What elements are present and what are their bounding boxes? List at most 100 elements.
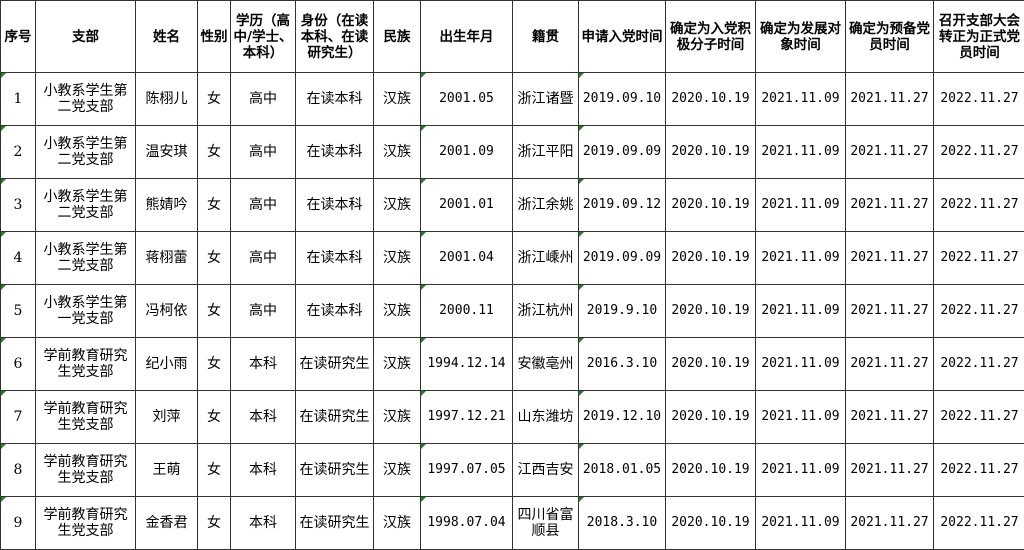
- cell-education[interactable]: 高中: [231, 232, 296, 285]
- cell-branch[interactable]: 学前教育研究生党支部: [36, 338, 136, 391]
- cell-index[interactable]: 2: [1, 126, 36, 179]
- cell-full-member-date[interactable]: 2022.11.27: [934, 497, 1024, 550]
- cell-birth[interactable]: 2001.04: [421, 232, 513, 285]
- cell-status[interactable]: 在读本科: [296, 285, 374, 338]
- cell-candidate-date[interactable]: 2021.11.09: [756, 444, 846, 497]
- cell-education[interactable]: 高中: [231, 126, 296, 179]
- cell-probationary-date[interactable]: 2021.11.27: [846, 444, 934, 497]
- cell-gender[interactable]: 女: [198, 126, 231, 179]
- cell-probationary-date[interactable]: 2021.11.27: [846, 285, 934, 338]
- cell-apply-date[interactable]: 2019.9.10: [579, 285, 666, 338]
- cell-candidate-date[interactable]: 2021.11.09: [756, 126, 846, 179]
- cell-education[interactable]: 高中: [231, 285, 296, 338]
- cell-name[interactable]: 温安琪: [136, 126, 198, 179]
- cell-education[interactable]: 本科: [231, 391, 296, 444]
- cell-index[interactable]: 5: [1, 285, 36, 338]
- cell-apply-date[interactable]: 2019.12.10: [579, 391, 666, 444]
- cell-probationary-date[interactable]: 2021.11.27: [846, 497, 934, 550]
- cell-ethnicity[interactable]: 汉族: [374, 497, 421, 550]
- cell-birth[interactable]: 1997.07.05: [421, 444, 513, 497]
- cell-activist-date[interactable]: 2020.10.19: [666, 285, 756, 338]
- cell-birth[interactable]: 1994.12.14: [421, 338, 513, 391]
- cell-status[interactable]: 在读研究生: [296, 338, 374, 391]
- cell-activist-date[interactable]: 2020.10.19: [666, 497, 756, 550]
- cell-branch[interactable]: 学前教育研究生党支部: [36, 444, 136, 497]
- cell-index[interactable]: 7: [1, 391, 36, 444]
- cell-branch[interactable]: 小教系学生第二党支部: [36, 232, 136, 285]
- cell-activist-date[interactable]: 2020.10.19: [666, 391, 756, 444]
- cell-branch[interactable]: 小教系学生第二党支部: [36, 73, 136, 126]
- cell-probationary-date[interactable]: 2021.11.27: [846, 232, 934, 285]
- cell-candidate-date[interactable]: 2021.11.09: [756, 391, 846, 444]
- cell-name[interactable]: 王萌: [136, 444, 198, 497]
- cell-full-member-date[interactable]: 2022.11.27: [934, 232, 1024, 285]
- cell-education[interactable]: 高中: [231, 73, 296, 126]
- cell-probationary-date[interactable]: 2021.11.27: [846, 73, 934, 126]
- cell-index[interactable]: 4: [1, 232, 36, 285]
- cell-status[interactable]: 在读本科: [296, 73, 374, 126]
- cell-index[interactable]: 8: [1, 444, 36, 497]
- cell-ethnicity[interactable]: 汉族: [374, 285, 421, 338]
- cell-full-member-date[interactable]: 2022.11.27: [934, 285, 1024, 338]
- cell-apply-date[interactable]: 2019.09.10: [579, 73, 666, 126]
- cell-ethnicity[interactable]: 汉族: [374, 179, 421, 232]
- cell-status[interactable]: 在读研究生: [296, 497, 374, 550]
- cell-education[interactable]: 本科: [231, 444, 296, 497]
- cell-activist-date[interactable]: 2020.10.19: [666, 338, 756, 391]
- cell-candidate-date[interactable]: 2021.11.09: [756, 73, 846, 126]
- cell-apply-date[interactable]: 2016.3.10: [579, 338, 666, 391]
- cell-branch[interactable]: 小教系学生第一党支部: [36, 285, 136, 338]
- cell-origin[interactable]: 山东潍坊: [513, 391, 579, 444]
- cell-ethnicity[interactable]: 汉族: [374, 338, 421, 391]
- cell-activist-date[interactable]: 2020.10.19: [666, 232, 756, 285]
- cell-branch[interactable]: 小教系学生第二党支部: [36, 126, 136, 179]
- cell-name[interactable]: 刘萍: [136, 391, 198, 444]
- cell-gender[interactable]: 女: [198, 338, 231, 391]
- cell-status[interactable]: 在读研究生: [296, 391, 374, 444]
- cell-origin[interactable]: 浙江诸暨: [513, 73, 579, 126]
- cell-activist-date[interactable]: 2020.10.19: [666, 179, 756, 232]
- cell-gender[interactable]: 女: [198, 179, 231, 232]
- cell-birth[interactable]: 1997.12.21: [421, 391, 513, 444]
- cell-birth[interactable]: 2001.05: [421, 73, 513, 126]
- cell-full-member-date[interactable]: 2022.11.27: [934, 391, 1024, 444]
- cell-ethnicity[interactable]: 汉族: [374, 126, 421, 179]
- cell-status[interactable]: 在读本科: [296, 179, 374, 232]
- cell-apply-date[interactable]: 2019.09.12: [579, 179, 666, 232]
- cell-apply-date[interactable]: 2019.09.09: [579, 126, 666, 179]
- cell-index[interactable]: 6: [1, 338, 36, 391]
- cell-apply-date[interactable]: 2019.09.09: [579, 232, 666, 285]
- cell-full-member-date[interactable]: 2022.11.27: [934, 179, 1024, 232]
- cell-gender[interactable]: 女: [198, 497, 231, 550]
- cell-name[interactable]: 陈栩儿: [136, 73, 198, 126]
- cell-probationary-date[interactable]: 2021.11.27: [846, 179, 934, 232]
- cell-birth[interactable]: 1998.07.04: [421, 497, 513, 550]
- cell-gender[interactable]: 女: [198, 73, 231, 126]
- cell-gender[interactable]: 女: [198, 285, 231, 338]
- cell-origin[interactable]: 安徽亳州: [513, 338, 579, 391]
- cell-birth[interactable]: 2000.11: [421, 285, 513, 338]
- cell-origin[interactable]: 江西吉安: [513, 444, 579, 497]
- cell-branch[interactable]: 学前教育研究生党支部: [36, 497, 136, 550]
- cell-name[interactable]: 冯柯依: [136, 285, 198, 338]
- cell-origin[interactable]: 浙江余姚: [513, 179, 579, 232]
- cell-activist-date[interactable]: 2020.10.19: [666, 444, 756, 497]
- cell-index[interactable]: 1: [1, 73, 36, 126]
- cell-origin[interactable]: 浙江嵊州: [513, 232, 579, 285]
- cell-branch[interactable]: 小教系学生第二党支部: [36, 179, 136, 232]
- cell-full-member-date[interactable]: 2022.11.27: [934, 338, 1024, 391]
- cell-probationary-date[interactable]: 2021.11.27: [846, 338, 934, 391]
- cell-origin[interactable]: 四川省富顺县: [513, 497, 579, 550]
- cell-name[interactable]: 纪小雨: [136, 338, 198, 391]
- cell-activist-date[interactable]: 2020.10.19: [666, 126, 756, 179]
- cell-index[interactable]: 3: [1, 179, 36, 232]
- cell-gender[interactable]: 女: [198, 444, 231, 497]
- cell-apply-date[interactable]: 2018.3.10: [579, 497, 666, 550]
- cell-ethnicity[interactable]: 汉族: [374, 232, 421, 285]
- cell-ethnicity[interactable]: 汉族: [374, 444, 421, 497]
- cell-ethnicity[interactable]: 汉族: [374, 391, 421, 444]
- cell-birth[interactable]: 2001.09: [421, 126, 513, 179]
- cell-gender[interactable]: 女: [198, 391, 231, 444]
- cell-origin[interactable]: 浙江杭州: [513, 285, 579, 338]
- cell-branch[interactable]: 学前教育研究生党支部: [36, 391, 136, 444]
